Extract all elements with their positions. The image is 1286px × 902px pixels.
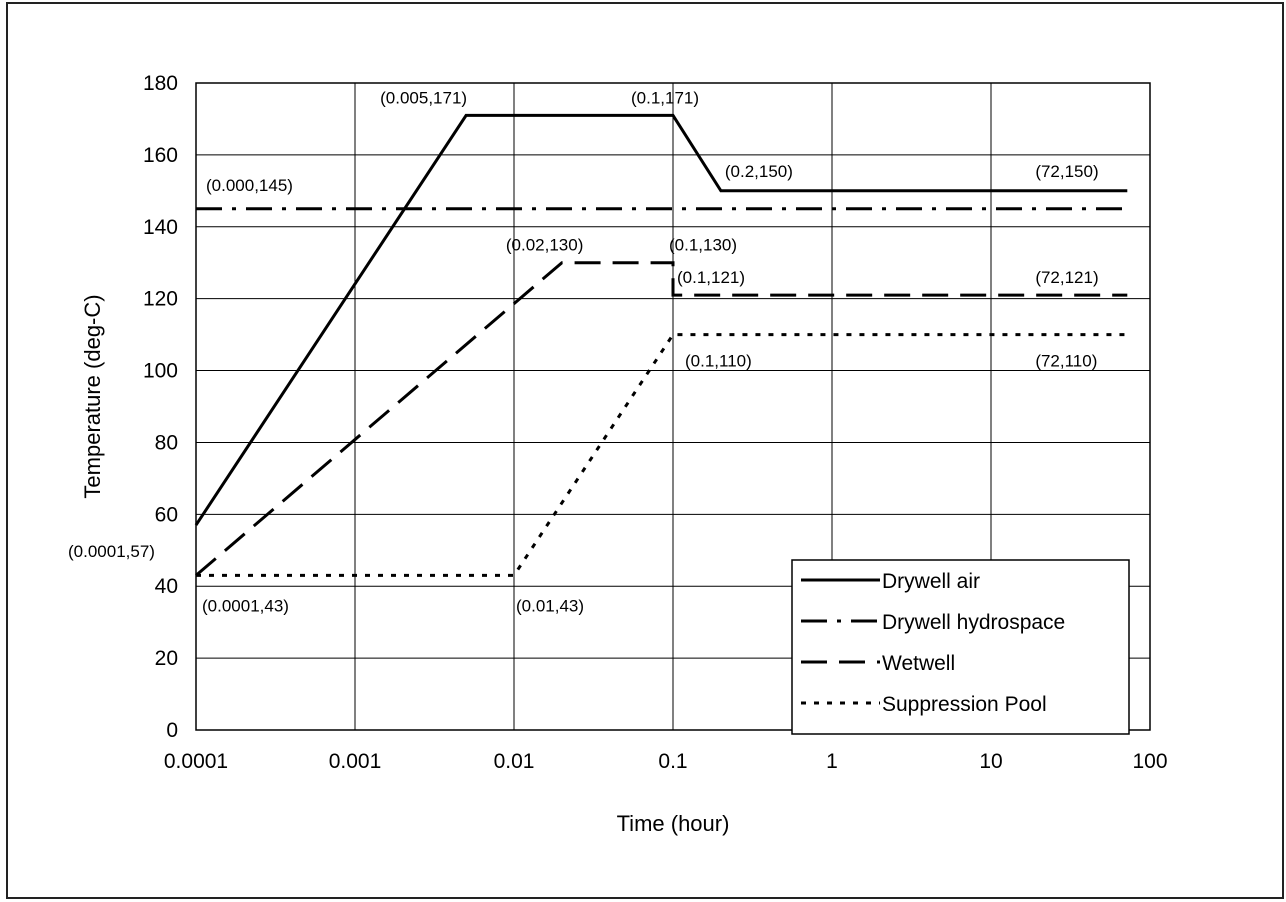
annotation-label: (0.02,130) (506, 236, 584, 255)
x-tick-label: 0.001 (329, 750, 382, 773)
y-tick-label: 160 (143, 144, 178, 167)
plot-area (195, 82, 1151, 731)
annotation-label: (0.2,150) (725, 162, 793, 181)
series-line-drywell-air (194, 113, 1128, 526)
annotation-label: (0.0001,57) (68, 542, 155, 561)
annotation-label: (0.0001,43) (202, 596, 289, 615)
annotation-label: (0.1,171) (631, 88, 699, 107)
series-line-wetwell (195, 261, 1128, 577)
y-tick-label: 60 (155, 503, 178, 526)
x-tick-label: 10 (979, 750, 1002, 773)
y-tick-label: 120 (143, 288, 178, 311)
x-tick-label: 0.1 (658, 750, 687, 773)
annotation-label: (0.1,130) (669, 236, 737, 255)
x-axis-ticks: 0.0001 0.001 0.01 0.1 1 10 100 (164, 750, 1168, 773)
x-tick-label: 1 (826, 750, 838, 773)
y-tick-label: 100 (143, 360, 178, 383)
legend: Drywell air Drywell hydrospace Wetwell Supp… (791, 559, 1130, 735)
annotation-label: (0.005,171) (380, 88, 467, 107)
x-tick-label: 0.01 (494, 750, 535, 773)
annotation-label: (72,121) (1035, 268, 1098, 287)
annotation-label: (0.1,121) (677, 268, 745, 287)
y-tick-label: 80 (155, 431, 178, 454)
legend-label: Wetwell (882, 652, 955, 675)
y-tick-label: 40 (155, 575, 178, 598)
y-axis-title: Temperature (deg-C) (80, 294, 105, 498)
series-line-suppression-pool (196, 333, 1128, 577)
annotation-label: (0.1,110) (685, 352, 752, 371)
series-layer (194, 113, 1128, 577)
annotation-label: (72,150) (1035, 162, 1098, 181)
y-tick-label: 180 (143, 72, 178, 95)
x-tick-label: 100 (1132, 750, 1167, 773)
legend-label: Drywell hydrospace (882, 611, 1065, 634)
legend-label: Drywell air (882, 570, 980, 593)
annotation-label: (72,110) (1035, 352, 1097, 371)
annotation-label: (0.000,145) (206, 176, 293, 195)
legend-label: Suppression Pool (882, 693, 1047, 716)
x-tick-label: 0.0001 (164, 750, 228, 773)
y-tick-label: 140 (143, 216, 178, 239)
y-axis-ticks: 0 20 40 60 80 100 120 140 160 180 (143, 72, 178, 742)
chart-frame (6, 2, 1284, 899)
annotation-label: (0.01,43) (516, 596, 584, 615)
x-axis-title: Time (hour) (617, 811, 730, 836)
data-point-annotations: (0.005,171) (0.1,171) (0.2,150) (72,150) (0.… (68, 88, 1099, 615)
y-tick-label: 0 (166, 719, 178, 742)
y-tick-label: 20 (155, 647, 178, 670)
legend-box (791, 559, 1130, 735)
